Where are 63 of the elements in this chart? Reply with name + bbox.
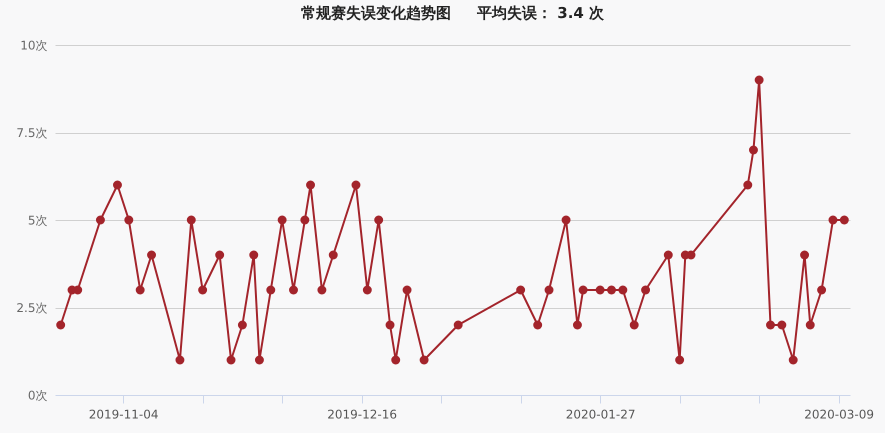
point	[386, 320, 395, 330]
point	[402, 286, 412, 294]
point	[766, 320, 775, 330]
point	[516, 286, 526, 294]
point	[743, 180, 752, 190]
point	[249, 250, 258, 260]
point	[748, 146, 758, 154]
y-tick-label: 10次	[20, 38, 48, 52]
point	[828, 216, 838, 224]
point	[618, 286, 628, 294]
point	[374, 216, 384, 224]
point	[215, 250, 224, 260]
y-tick-label: 2.5次	[16, 301, 48, 315]
point	[226, 356, 236, 364]
point	[630, 320, 639, 330]
point	[572, 320, 582, 330]
point	[777, 320, 786, 330]
point	[124, 216, 134, 224]
point	[136, 286, 145, 294]
point	[175, 356, 184, 364]
point	[754, 76, 764, 84]
point	[817, 286, 826, 294]
point	[362, 286, 372, 294]
point	[112, 180, 122, 190]
point	[664, 250, 673, 260]
point	[317, 286, 326, 294]
point	[562, 216, 571, 224]
point	[806, 320, 815, 330]
y-tick-label: 7.5次	[16, 126, 48, 140]
point	[300, 216, 310, 224]
x-tick-label: 2019-12-16	[327, 408, 398, 422]
y-tick-label: 5次	[28, 214, 48, 228]
point	[289, 286, 298, 294]
point	[533, 320, 542, 330]
point	[328, 250, 338, 260]
point	[186, 216, 196, 224]
x-tick-label: 2020-03-09	[804, 408, 874, 422]
point	[306, 180, 316, 190]
point	[56, 320, 66, 330]
point	[596, 286, 605, 294]
point	[420, 356, 429, 364]
x-tick-label: 2020-01-27	[566, 408, 636, 422]
point	[454, 320, 463, 330]
point	[278, 216, 287, 224]
point	[788, 356, 798, 364]
point	[351, 180, 360, 190]
point	[800, 250, 810, 260]
x-tick-label: 2019-11-04	[88, 408, 159, 422]
point	[198, 286, 208, 294]
point	[544, 286, 554, 294]
point	[607, 286, 616, 294]
point	[675, 356, 684, 364]
point	[840, 216, 849, 224]
point	[391, 356, 400, 364]
point	[238, 320, 247, 330]
point	[641, 286, 650, 294]
chart-title: 常规赛失误变化趋势图 平均失误： 3.4 次	[300, 4, 606, 22]
point	[578, 286, 588, 294]
point	[254, 356, 264, 364]
point	[266, 286, 276, 294]
point	[147, 250, 156, 260]
y-tick-label: 0次	[28, 388, 48, 402]
point	[96, 216, 105, 224]
